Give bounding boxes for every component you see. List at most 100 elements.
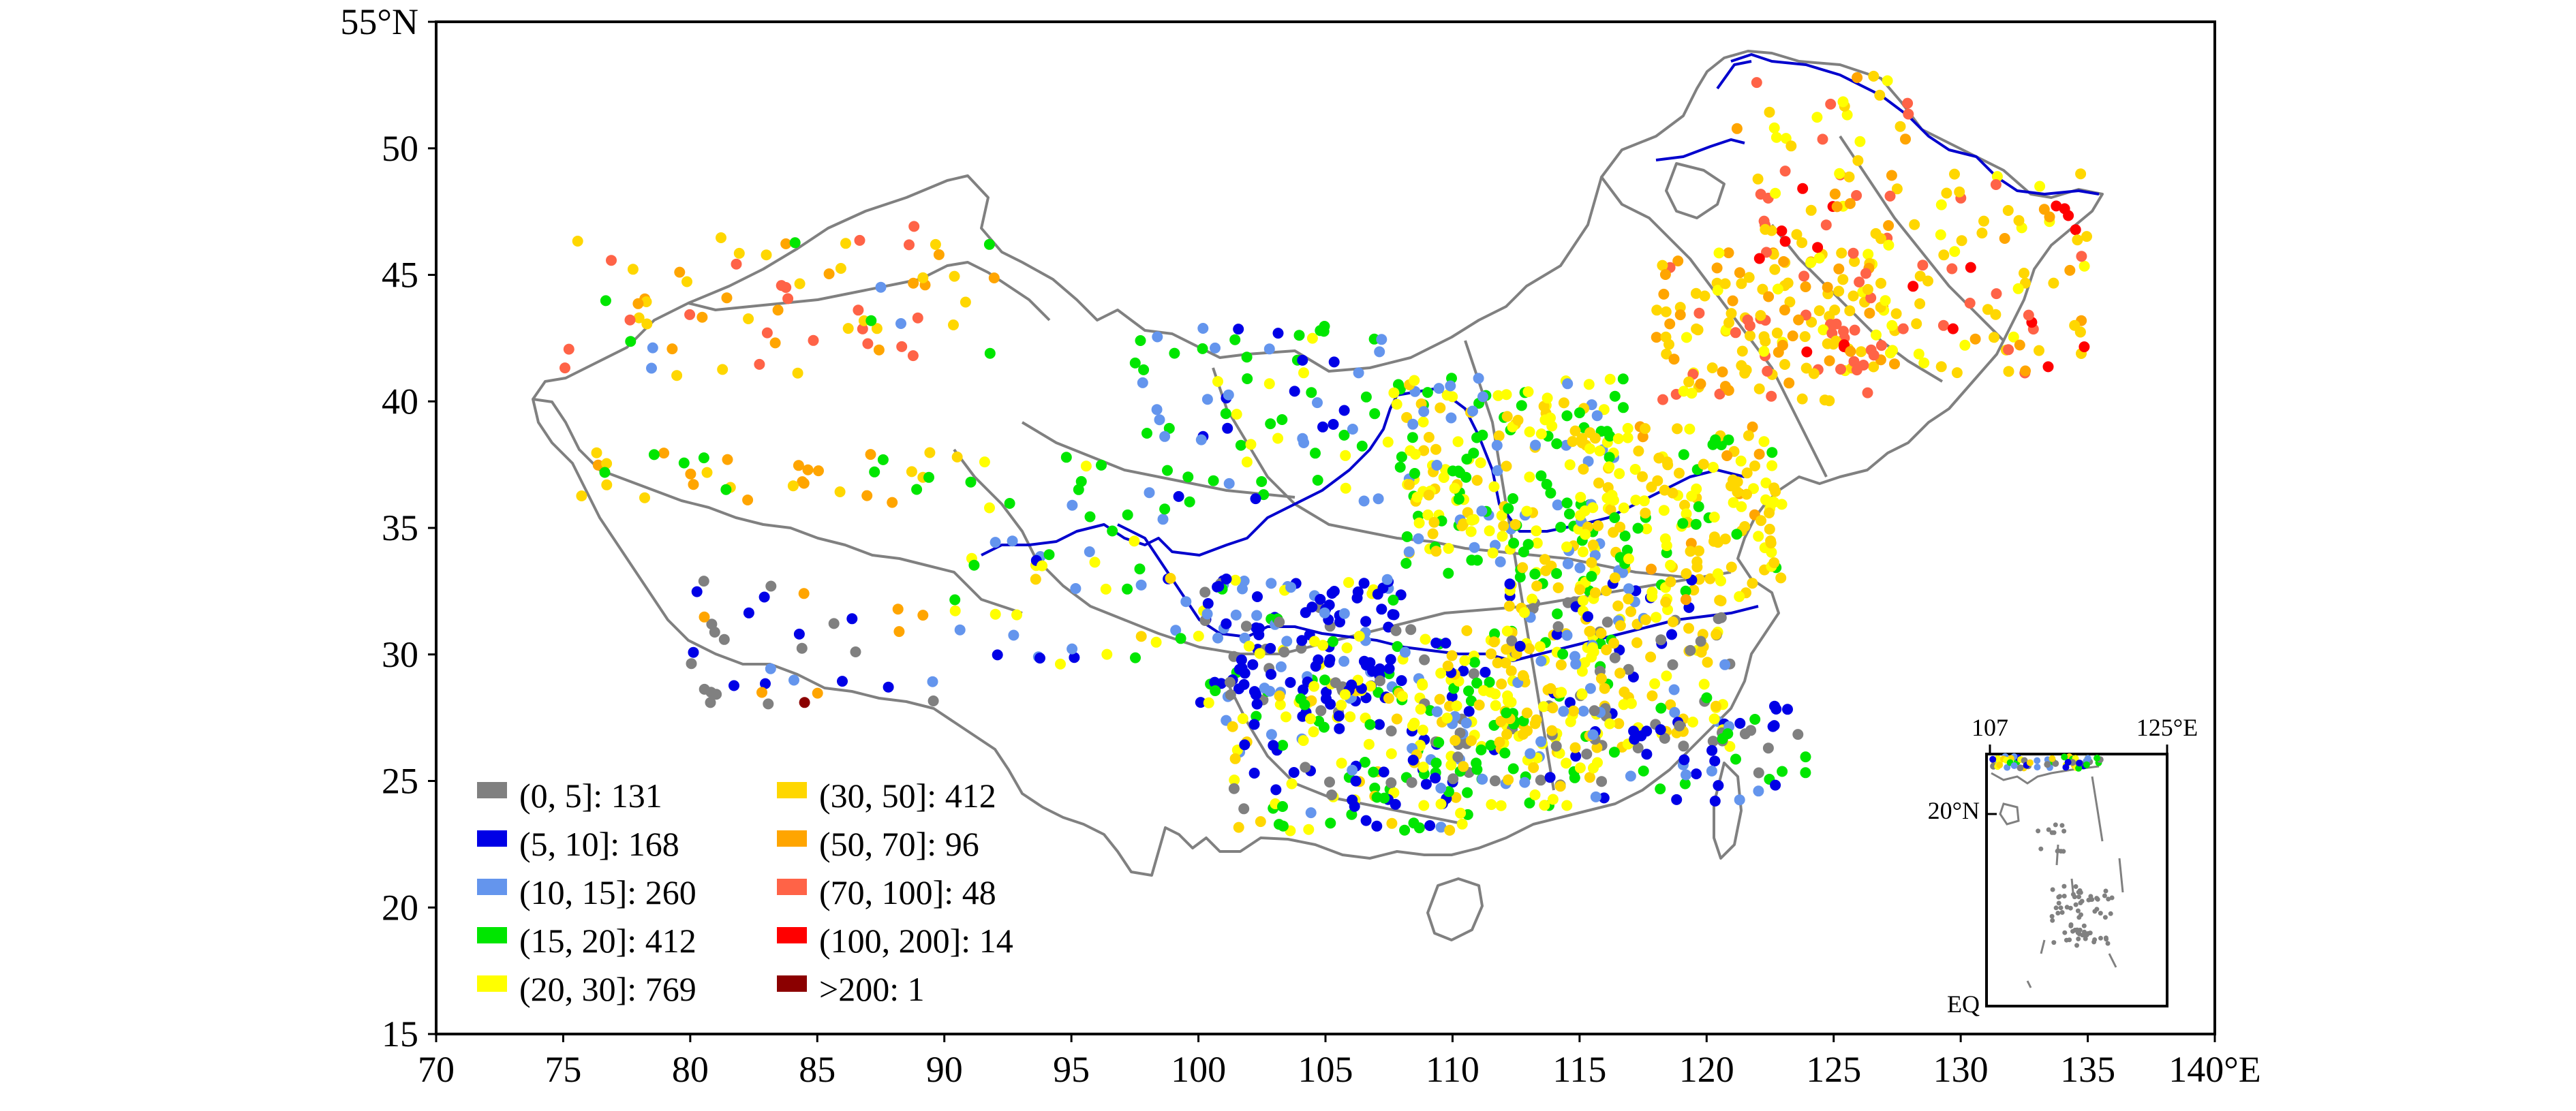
- station-dot: [1707, 736, 1719, 747]
- station-dot: [1991, 288, 2002, 300]
- station-dot: [1658, 505, 1670, 516]
- station-dot: [1221, 618, 1232, 629]
- station-dot: [1743, 272, 1755, 283]
- station-dot: [765, 663, 776, 674]
- island-dot: [2081, 923, 2087, 928]
- station-dot: [1529, 718, 1541, 730]
- station-dot: [1574, 510, 1586, 521]
- station-dot: [1895, 121, 1906, 132]
- station-dot: [1911, 318, 1922, 330]
- station-dot: [674, 266, 686, 278]
- station-dot: [1736, 345, 1748, 357]
- station-dot: [1989, 332, 1999, 343]
- station-dot: [1833, 263, 1845, 275]
- x-tick-label: 85: [799, 1049, 835, 1090]
- station-dot: [1197, 323, 1209, 334]
- station-dot: [1303, 824, 1315, 835]
- station-dot: [1717, 366, 1728, 377]
- station-dot: [1433, 737, 1445, 748]
- station-dot: [1396, 451, 1407, 463]
- station-dot: [1458, 518, 1469, 529]
- station-dot: [1413, 533, 1424, 544]
- station-dot: [1584, 443, 1595, 454]
- station-dot: [599, 467, 611, 478]
- island-dot: [2058, 905, 2064, 911]
- station-dot: [1574, 762, 1586, 774]
- station-dot: [1490, 700, 1501, 711]
- station-dot: [1811, 112, 1823, 123]
- station-dot: [1880, 295, 1891, 307]
- station-dot: [1467, 405, 1478, 417]
- station-dot: [1286, 778, 1298, 789]
- station-dot: [1770, 486, 1781, 497]
- station-dot: [1800, 767, 1811, 779]
- station-dot: [1830, 335, 1841, 347]
- station-dot: [1405, 624, 1417, 636]
- station-dot: [1721, 450, 1733, 461]
- station-dot: [1844, 198, 1856, 209]
- station-dot: [1946, 263, 1958, 275]
- station-dot: [1764, 106, 1775, 118]
- station-dot: [1625, 770, 1636, 782]
- station-dot: [685, 468, 696, 480]
- station-dot: [1182, 471, 1194, 483]
- station-dot: [1266, 729, 1277, 740]
- station-dot: [1299, 699, 1310, 710]
- station-dot: [1564, 697, 1576, 708]
- station-dot: [1465, 695, 1477, 706]
- island-dot: [2083, 936, 2088, 941]
- station-dot: [1498, 520, 1509, 532]
- y-tick-label: 15: [382, 1014, 418, 1054]
- station-dot: [1999, 233, 2010, 244]
- station-dot: [1431, 460, 1443, 471]
- station-dot: [1935, 229, 1946, 240]
- station-dot: [1558, 397, 1569, 409]
- island-dot: [2064, 937, 2069, 943]
- station-dot: [1796, 393, 1808, 405]
- station-dot: [1208, 475, 1219, 486]
- station-dot: [1765, 537, 1777, 549]
- island-dot: [2102, 893, 2107, 898]
- island-dot: [2098, 935, 2103, 941]
- station-dot: [1601, 644, 1612, 655]
- station-dot: [2074, 326, 2086, 338]
- station-dot: [1577, 546, 1589, 558]
- station-dot: [1305, 807, 1317, 819]
- station-dot: [1612, 600, 1624, 612]
- station-dot: [883, 681, 894, 693]
- station-dot: [1341, 642, 1353, 654]
- island-dot: [2078, 901, 2083, 905]
- station-dot: [1420, 633, 1431, 645]
- station-dot: [705, 697, 716, 708]
- station-dot: [823, 268, 835, 279]
- station-dot: [1135, 631, 1147, 642]
- station-dot: [633, 312, 645, 324]
- station-dot: [625, 336, 637, 347]
- station-dot: [933, 249, 945, 260]
- station-dot: [1801, 346, 1813, 358]
- station-dot: [1492, 390, 1504, 401]
- x-tick-label: 90: [926, 1049, 963, 1090]
- station-dot: [907, 350, 919, 362]
- station-dot: [1477, 773, 1488, 785]
- station-dot: [1055, 658, 1066, 670]
- station-dot: [1435, 798, 1447, 810]
- station-dot: [1546, 725, 1558, 736]
- station-dot: [2076, 760, 2083, 767]
- station-dot: [1512, 414, 1524, 426]
- station-dot: [1060, 452, 1072, 463]
- island-dot: [2068, 922, 2074, 927]
- station-dot: [1221, 574, 1232, 584]
- station-dot: [1545, 683, 1557, 694]
- station-dot: [1818, 324, 1829, 336]
- station-dot: [1745, 330, 1755, 341]
- station-dot: [2083, 761, 2090, 768]
- station-dot: [1392, 641, 1403, 653]
- station-dot: [1393, 379, 1404, 390]
- station-dot: [1862, 249, 1874, 260]
- island-dot: [2061, 894, 2067, 898]
- station-dot: [1542, 392, 1553, 404]
- station-dot: [1255, 816, 1266, 828]
- y-tick-label: 25: [382, 761, 418, 802]
- island-dot: [2059, 823, 2065, 828]
